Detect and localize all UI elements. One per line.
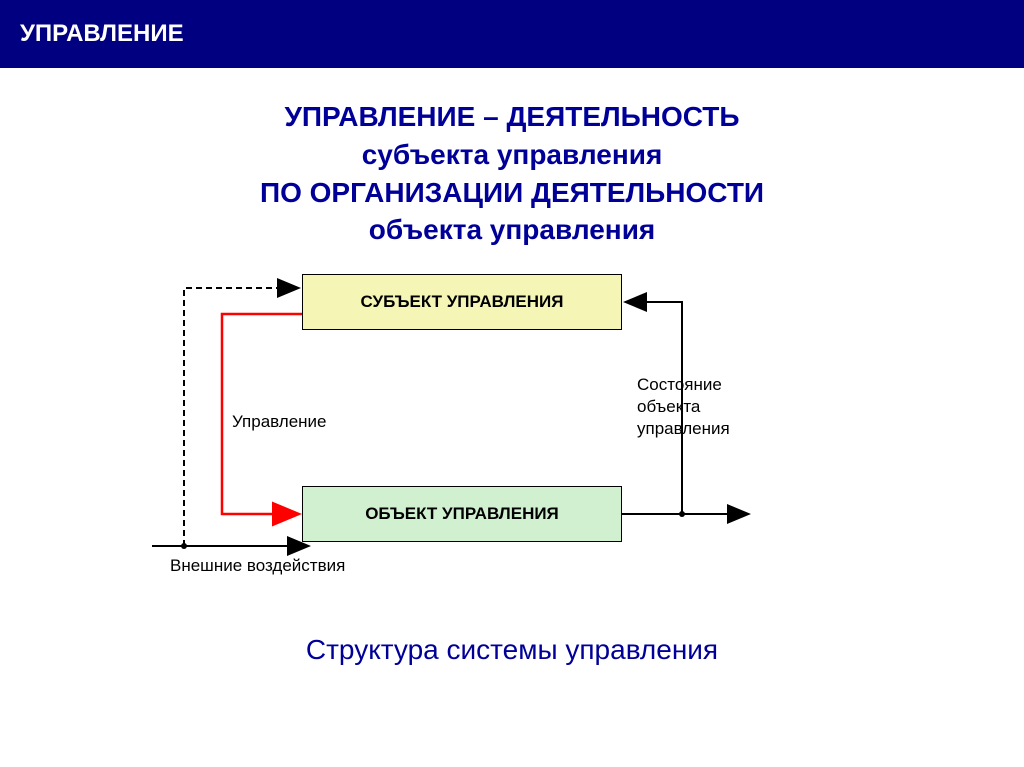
junction-dot-1 (181, 543, 187, 549)
header-bar: УПРАВЛЕНИЕ (0, 0, 1024, 68)
object-box-label: ОБЪЕКТ УПРАВЛЕНИЯ (365, 504, 559, 524)
label-state-line2: объекта (637, 396, 730, 418)
subject-box-label: СУБЪЕКТ УПРАВЛЕНИЯ (361, 292, 564, 312)
label-external: Внешние воздействия (170, 556, 345, 576)
diagram-container: СУБЪЕКТ УПРАВЛЕНИЯ ОБЪЕКТ УПРАВЛЕНИЯ Упр… (152, 274, 872, 594)
title-line-2: субъекта управления (0, 136, 1024, 174)
label-state-line1: Состояние (637, 374, 730, 396)
object-box: ОБЪЕКТ УПРАВЛЕНИЯ (302, 486, 622, 542)
label-state-line3: управления (637, 418, 730, 440)
junction-dot-2 (679, 511, 685, 517)
title-line-4: объекта управления (0, 211, 1024, 249)
title-line-3: ПО ОРГАНИЗАЦИИ ДЕЯТЕЛЬНОСТИ (0, 174, 1024, 212)
title-line-1: УПРАВЛЕНИЕ – ДЕЯТЕЛЬНОСТЬ (0, 98, 1024, 136)
caption: Структура системы управления (0, 634, 1024, 666)
main-title: УПРАВЛЕНИЕ – ДЕЯТЕЛЬНОСТЬ субъекта управ… (0, 98, 1024, 249)
subject-box: СУБЪЕКТ УПРАВЛЕНИЯ (302, 274, 622, 330)
label-control: Управление (232, 412, 327, 432)
header-title: УПРАВЛЕНИЕ (20, 20, 184, 48)
label-state: Состояние объекта управления (637, 374, 730, 440)
